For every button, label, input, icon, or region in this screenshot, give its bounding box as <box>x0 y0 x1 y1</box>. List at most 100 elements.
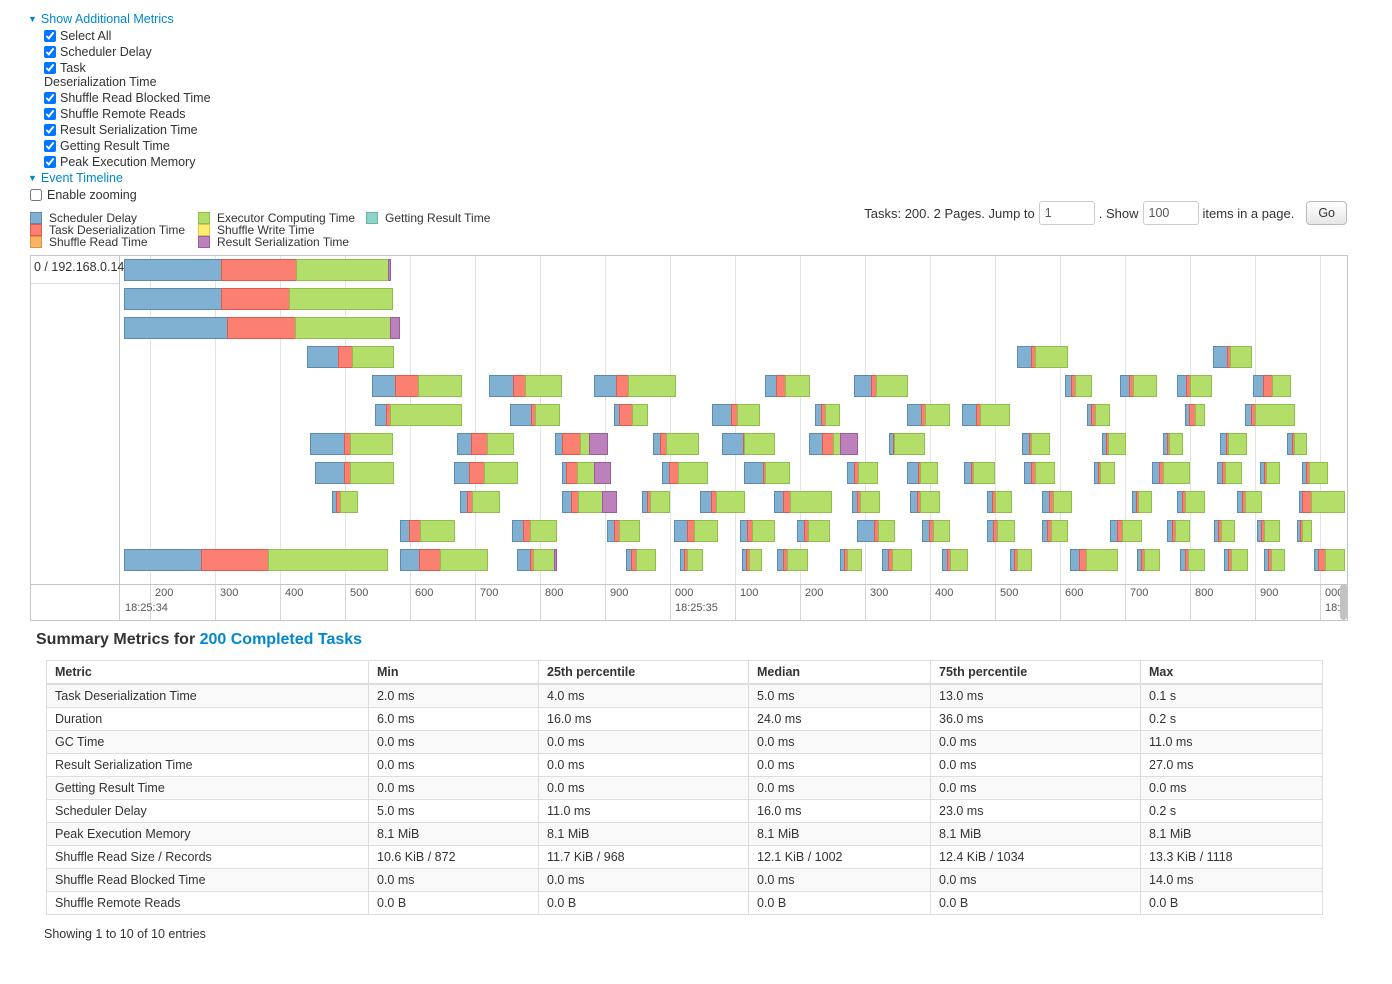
timeline-task-bar <box>1302 462 1328 484</box>
event-timeline-label[interactable]: Event Timeline <box>40 171 123 185</box>
timeline-task-bar <box>744 462 790 484</box>
legend-item: Result Serialization Time <box>198 236 366 248</box>
task-bar-segment-ec <box>1228 433 1247 455</box>
event-timeline-chart: 0 / 192.168.0.14 200 300 400 500 600 700 800 90… <box>30 255 1348 621</box>
timeline-task-bar <box>594 375 676 397</box>
table-cell: 5.0 ms <box>368 799 539 823</box>
table-row: Scheduler Delay 5.0 ms 11.0 ms 16.0 ms 23.0 … <box>46 799 1323 823</box>
timeline-label-column: 0 / 192.168.0.14 <box>31 256 124 584</box>
metric-checkbox[interactable] <box>44 92 56 104</box>
timeline-task-bar <box>1017 346 1068 368</box>
metric-checkbox-item[interactable]: Select All <box>44 29 258 43</box>
task-bar-segment-sd <box>1213 346 1228 368</box>
timeline-time-axis: 200 300 400 500 600 700 800 900 000 100 200 300 400 5… <box>31 584 1347 620</box>
metric-checkbox-item[interactable]: Shuffle Remote Reads <box>44 107 258 121</box>
timeline-task-bar <box>1177 375 1212 397</box>
metric-checkbox[interactable] <box>44 46 56 58</box>
jump-to-page-input[interactable] <box>1038 201 1095 225</box>
task-bar-segment-td <box>221 259 297 281</box>
axis-tick-line <box>1190 585 1191 620</box>
metric-checkbox-item[interactable]: Shuffle Read Blocked Time <box>44 91 258 105</box>
task-bar-segment-ec <box>825 404 840 426</box>
task-bar-segment-sd <box>124 317 228 339</box>
task-bar-segment-ec <box>289 288 393 310</box>
items-per-page-input[interactable] <box>1142 201 1199 225</box>
timeline-task-bar <box>1299 491 1345 513</box>
metric-checkbox[interactable] <box>44 62 56 74</box>
task-bar-segment-sd <box>124 288 222 310</box>
task-bar-segment-ec <box>650 491 670 513</box>
axis-tick-line <box>475 585 476 620</box>
metric-checkbox[interactable] <box>44 140 56 152</box>
task-bar-segment-ec <box>878 520 895 542</box>
event-timeline-toggle[interactable]: ▼ Event Timeline <box>28 171 258 185</box>
axis-tick-line <box>1125 585 1126 620</box>
grid-line <box>865 256 866 584</box>
metric-checkbox-item[interactable]: Result Serialization Time <box>44 123 258 137</box>
table-cell: GC Time <box>46 730 369 754</box>
timeline-task-bar <box>310 433 393 455</box>
metrics-checkbox-list: Select All Scheduler Delay Task Deserializ… <box>44 29 258 169</box>
task-bar-segment-ec <box>632 404 648 426</box>
axis-tick-label: 800 <box>1195 587 1214 599</box>
metric-checkbox-label: Task Deserialization Time <box>44 61 157 89</box>
timeline-task-bar <box>1070 549 1118 571</box>
table-cell: 0.0 ms <box>538 753 749 777</box>
go-button[interactable]: Go <box>1306 201 1347 225</box>
timeline-task-bar <box>662 462 708 484</box>
table-cell: 11.0 ms <box>538 799 749 823</box>
legend-label: Shuffle Read Time <box>49 235 148 249</box>
task-bar-segment-ec <box>752 520 775 542</box>
metric-checkbox-item[interactable]: Getting Result Time <box>44 139 258 153</box>
task-bar-segment-ec <box>1035 346 1068 368</box>
metric-checkbox-item[interactable]: Peak Execution Memory <box>44 155 258 169</box>
metric-checkbox[interactable] <box>44 124 56 136</box>
metric-checkbox[interactable] <box>44 156 56 168</box>
metrics-controls: ▼ Show Additional Metrics Select All Sched… <box>28 11 258 202</box>
timeline-scrollbar-thumb[interactable] <box>1340 584 1347 620</box>
metric-checkbox[interactable] <box>44 108 56 120</box>
metric-checkbox-item[interactable]: Task Deserialization Time <box>44 61 162 89</box>
show-additional-metrics-label[interactable]: Show Additional Metrics <box>40 12 174 26</box>
task-bar-segment-ec <box>577 462 595 484</box>
task-bar-segment-ec <box>535 404 560 426</box>
axis-tick-label: 000 <box>1325 587 1344 599</box>
legend-label: Executor Computing Time <box>217 211 356 225</box>
pagination-prefix: Tasks: 200. 2 Pages. Jump to <box>864 205 1035 221</box>
timeline-task-bar <box>307 346 394 368</box>
task-bar-segment-ec <box>950 549 968 571</box>
timeline-task-bar <box>642 491 670 513</box>
timeline-task-bar <box>1120 375 1157 397</box>
timeline-task-bar <box>1110 520 1142 542</box>
timeline-task-bar <box>372 375 462 397</box>
completed-tasks-link[interactable]: 200 Completed Tasks <box>199 631 363 648</box>
table-cell: 24.0 ms <box>748 707 931 731</box>
task-bar-segment-ec <box>1264 520 1280 542</box>
task-bar-segment-ec <box>785 375 810 397</box>
axis-tick-line <box>1320 585 1321 620</box>
enable-zooming-checkbox[interactable] <box>30 189 42 201</box>
task-bar-segment-ec <box>678 462 708 484</box>
timeline-task-bar <box>1042 491 1072 513</box>
timeline-task-bar <box>1094 462 1115 484</box>
table-cell: 10.6 KiB / 872 <box>368 845 539 869</box>
axis-tick-line <box>280 585 281 620</box>
legend-item: Shuffle Write Time <box>198 224 366 236</box>
timeline-task-bar <box>797 520 830 542</box>
timeline-task-bar <box>124 317 400 339</box>
show-additional-metrics-toggle[interactable]: ▼ Show Additional Metrics <box>28 12 258 26</box>
table-cell: 0.0 B <box>930 891 1141 915</box>
task-bar-segment-ec <box>1302 520 1312 542</box>
task-bar-segment-ec <box>666 433 699 455</box>
timeline-task-bar <box>740 520 775 542</box>
task-bar-segment-td <box>338 346 353 368</box>
task-bar-segment-ec <box>894 433 925 455</box>
metric-checkbox-item[interactable]: Scheduler Delay <box>44 45 258 59</box>
table-header-cell: 25th percentile <box>538 660 749 685</box>
enable-zooming-label[interactable]: Enable zooming <box>30 188 137 202</box>
metric-checkbox[interactable] <box>44 30 56 42</box>
task-bar-segment-td <box>619 404 633 426</box>
table-cell: 0.0 ms <box>930 776 1141 800</box>
timeline-task-bar <box>1102 433 1126 455</box>
task-bar-segment-sd <box>907 404 922 426</box>
